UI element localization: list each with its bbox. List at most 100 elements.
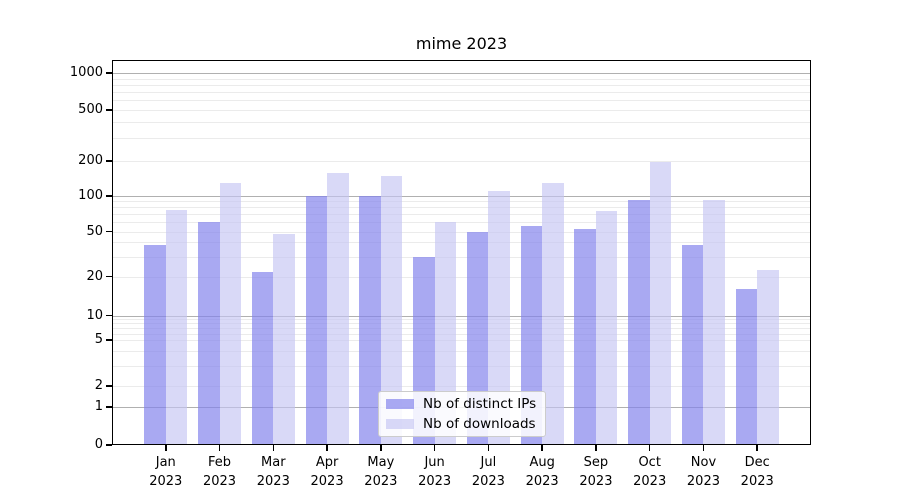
legend-entry: Nb of downloads (386, 416, 545, 432)
gridline-minor (112, 161, 811, 162)
gridline-minor (112, 386, 811, 387)
x-axis-tick (433, 445, 436, 451)
x-axis-tick-label-line: Jun (424, 455, 445, 470)
gridline-minor (112, 351, 811, 353)
x-axis-tick-label-line: Feb (208, 455, 232, 470)
y-axis-tick (106, 339, 112, 341)
gridline-minor (112, 201, 811, 203)
bar-downloads (542, 182, 564, 445)
x-axis-tick-label: Dec 2023 (725, 453, 789, 491)
x-axis-tick-label: Jul 2023 (456, 453, 520, 491)
legend-entry-label: Nb of downloads (423, 416, 536, 432)
y-axis-tick (106, 230, 112, 233)
x-axis-tick (756, 445, 759, 451)
bar-distinct-ips (735, 289, 758, 445)
y-axis-tick-label: 1000 (69, 65, 103, 80)
x-axis-tick-label-line: 2023 (149, 474, 183, 489)
legend-swatch-distinct-ips (386, 399, 414, 409)
y-axis-tick-label: 0 (94, 437, 103, 452)
x-axis-tick-label-line: 2023 (686, 474, 720, 489)
y-axis-tick (106, 160, 112, 162)
y-axis-tick-label: 20 (86, 268, 103, 284)
gridline-minor (112, 323, 811, 325)
gridline-minor (112, 78, 811, 80)
y-axis-tick-label: 5 (94, 332, 103, 347)
bar-distinct-ips (574, 229, 596, 445)
chart-title: mime 2023 (415, 34, 508, 53)
x-axis-tick (648, 445, 651, 451)
x-axis-tick-label: Nov 2023 (671, 453, 735, 491)
bar-distinct-ips (628, 199, 650, 445)
x-axis-tick-label-line: 2023 (633, 474, 667, 489)
gridline-minor (112, 92, 811, 94)
gridline-minor (112, 231, 811, 233)
gridline-major (112, 196, 811, 197)
x-axis-tick (272, 445, 275, 451)
gridline-minor (112, 100, 811, 102)
legend: Nb of distinct IPs Nb of downloads (378, 391, 546, 437)
x-axis-tick-label-line: May (367, 455, 395, 470)
gridline-minor (112, 122, 811, 124)
x-axis-tick-label-line: 2023 (471, 474, 505, 489)
bar-downloads (649, 162, 672, 445)
gridline-minor (112, 222, 811, 224)
y-axis-tick-label: 2 (94, 378, 103, 393)
bar-downloads (595, 210, 618, 445)
gridline-minor (112, 333, 811, 335)
y-axis-tick-label: 100 (78, 188, 103, 203)
bar-distinct-ips (520, 225, 543, 445)
y-axis-tick (106, 406, 112, 408)
x-axis-tick-label-line: Jul (480, 455, 497, 470)
x-axis-tick-label-line: Aug (529, 455, 555, 470)
x-axis-tick-label-line: 2023 (579, 474, 613, 489)
y-axis-tick (106, 72, 112, 74)
x-axis-tick-label: Aug 2023 (510, 453, 574, 491)
x-axis-tick-label-line: 2023 (525, 474, 559, 489)
x-axis-tick (164, 445, 167, 451)
bar-distinct-ips (198, 222, 220, 445)
x-axis-tick-label-line: 2023 (310, 474, 344, 489)
y-axis-tick (106, 385, 112, 387)
gridline-minor (112, 214, 811, 216)
x-axis-tick-label-line: 2023 (202, 474, 237, 489)
gridline-minor (112, 138, 811, 140)
x-axis-tick-label: Feb 2023 (188, 453, 252, 491)
legend-entry-label: Nb of distinct IPs (423, 396, 537, 412)
x-axis-tick-label-line: Dec (744, 455, 770, 470)
x-axis-tick-label-line: Nov (690, 455, 717, 470)
bar-downloads (757, 269, 779, 445)
x-axis-tick-label-line: Apr (315, 455, 339, 470)
y-axis-tick-label: 500 (78, 102, 103, 117)
gridline-minor (112, 340, 811, 341)
legend-entry: Nb of distinct IPs (386, 396, 545, 412)
x-axis-tick-label-line: Sep (583, 455, 609, 470)
gridline-minor (112, 110, 811, 111)
y-axis-tick (106, 275, 112, 278)
gridline-minor (112, 242, 811, 244)
plot-area (112, 60, 811, 445)
y-axis-tick (106, 444, 112, 446)
bar-downloads (434, 222, 457, 445)
bar-downloads (380, 175, 403, 445)
bar-distinct-ips (681, 244, 704, 445)
y-axis-tick (106, 109, 112, 111)
x-axis-tick-label: Jan 2023 (134, 453, 198, 491)
bar-downloads (488, 191, 510, 445)
gridline-minor (112, 84, 811, 86)
bar-distinct-ips (305, 196, 328, 445)
x-axis-tick-label: May 2023 (349, 453, 413, 491)
x-axis-tick-label: Apr 2023 (295, 453, 359, 491)
x-axis-tick-label-line: 2023 (256, 474, 290, 489)
x-axis-tick-label-line: 2023 (418, 474, 452, 489)
bar-downloads (165, 210, 188, 445)
gridline-minor (112, 328, 811, 330)
gridline-minor (112, 256, 811, 258)
legend-swatch-downloads (386, 419, 414, 429)
gridline-minor (112, 207, 811, 209)
x-axis-tick-label: Sep 2023 (564, 453, 628, 491)
x-axis-tick-label-line: Jan (155, 455, 176, 470)
gridline-minor (112, 319, 811, 321)
y-axis-tick-label: 200 (78, 153, 103, 168)
x-axis-tick-label-line: 2023 (740, 474, 774, 489)
